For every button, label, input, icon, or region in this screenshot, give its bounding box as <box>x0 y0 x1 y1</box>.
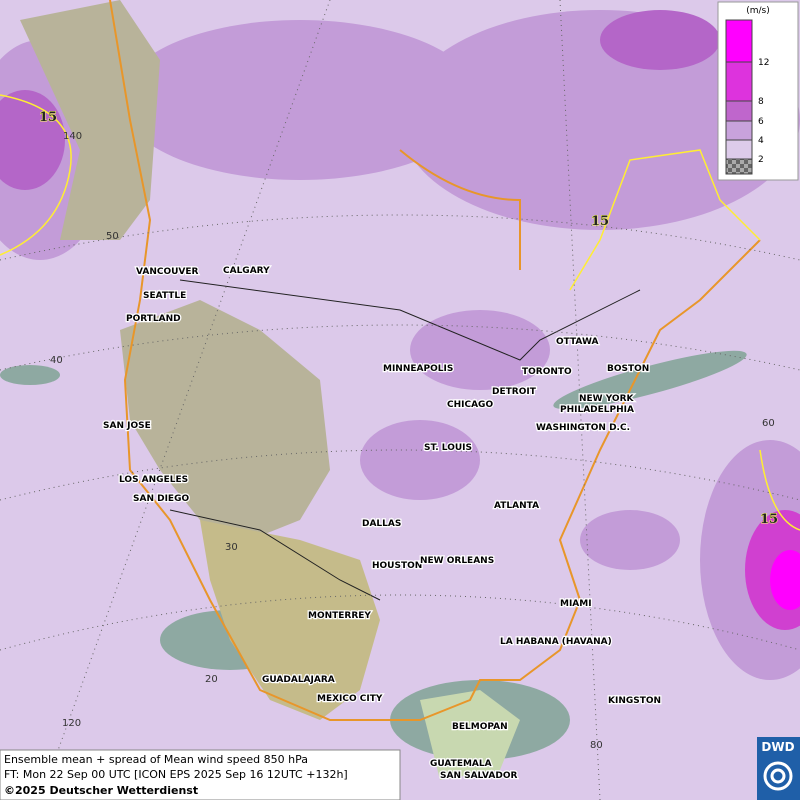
logo-swirl <box>763 761 793 791</box>
city-label: ST. LOUIS <box>424 443 472 453</box>
city-label: NEW YORK <box>579 394 635 404</box>
graticule-label: 20 <box>205 674 218 685</box>
graticule-label: 50 <box>106 231 119 242</box>
city-label: ATLANTA <box>494 501 539 511</box>
legend-swatch <box>725 100 753 122</box>
city-labels: VANCOUVER CALGARY SEATTLE PORTLAND MINNEAPOL… <box>102 265 663 783</box>
legend-label: 12 <box>758 58 769 68</box>
graticule-label: 120 <box>62 718 81 729</box>
city-label: GUATEMALA <box>430 759 492 769</box>
legend-swatch <box>725 19 753 63</box>
city-label: BELMOPAN <box>452 722 508 732</box>
footer-box <box>0 749 401 800</box>
city-label: TORONTO <box>522 367 572 377</box>
graticule-label: 60 <box>762 418 775 429</box>
footer-title: Ensemble mean + spread of Mean wind spee… <box>4 753 308 766</box>
legend-label: 8 <box>758 97 764 107</box>
footer-copyright: ©2025 Deutscher Wetterdienst <box>4 784 198 797</box>
city-label: CHICAGO <box>447 400 493 410</box>
contour-labels: 15 15 15 <box>38 110 778 528</box>
city-label: LA HABANA (HAVANA) <box>500 637 612 647</box>
legend-label: 6 <box>758 117 764 127</box>
city-label: VANCOUVER <box>136 267 199 277</box>
city-label: HOUSTON <box>372 561 422 571</box>
graticule-label: 80 <box>590 740 603 751</box>
city-label: DALLAS <box>362 519 401 529</box>
logo-text: DWD <box>761 740 794 754</box>
city-label: PORTLAND <box>126 314 181 324</box>
city-label: PHILADELPHIA <box>560 405 634 415</box>
legend-swatch <box>725 61 753 102</box>
coastlines-and-borders <box>109 0 761 721</box>
city-label: DETROIT <box>492 387 537 397</box>
city-label: OTTAWA <box>556 337 599 347</box>
city-label: SAN DIEGO <box>133 494 189 504</box>
contour-label: 15 <box>39 110 57 125</box>
graticule-label: 40 <box>50 355 63 366</box>
graticule-labels: 140 50 40 60 30 20 120 80 <box>50 131 775 751</box>
city-label: MONTERREY <box>308 611 371 621</box>
city-label: MIAMI <box>560 599 592 609</box>
contour-label: 15 <box>591 214 609 229</box>
city-label: KINGSTON <box>608 696 661 706</box>
graticule-label: 140 <box>63 131 82 142</box>
city-label: SEATTLE <box>143 291 186 301</box>
dwd-logo: DWD <box>757 737 800 800</box>
city-label: GUADALAJARA <box>262 675 335 685</box>
contours <box>0 94 800 531</box>
city-label: SAN SALVADOR <box>440 771 517 781</box>
footer-forecast-time: FT: Mon 22 Sep 00 UTC [ICON EPS 2025 Sep… <box>4 768 348 781</box>
legend-swatch <box>725 158 753 175</box>
city-label: CALGARY <box>223 266 270 276</box>
city-label: WASHINGTON D.C. <box>536 423 630 433</box>
legend-swatch <box>725 139 753 160</box>
wind-strong-shading <box>0 10 800 630</box>
city-label: LOS ANGELES <box>119 475 188 485</box>
legend-labels: 12 8 6 4 2 <box>758 58 769 165</box>
terrain <box>20 0 520 780</box>
city-label: SAN JOSE <box>103 421 151 431</box>
legend-unit: (m/s) <box>746 6 770 16</box>
city-label: MEXICO CITY <box>317 694 383 704</box>
legend-label: 4 <box>758 136 764 146</box>
legend-swatch <box>725 120 753 141</box>
footer: Ensemble mean + spread of Mean wind spee… <box>0 749 401 800</box>
city-label: NEW ORLEANS <box>420 556 494 566</box>
contour-label: 15 <box>760 512 778 527</box>
city-label: BOSTON <box>607 364 649 374</box>
graticule-label: 30 <box>225 542 238 553</box>
legend: (m/s) 12 8 6 4 2 <box>717 1 799 181</box>
legend-label: 2 <box>758 155 764 165</box>
logo-swirl <box>770 768 786 784</box>
city-label: MINNEAPOLIS <box>383 364 453 374</box>
